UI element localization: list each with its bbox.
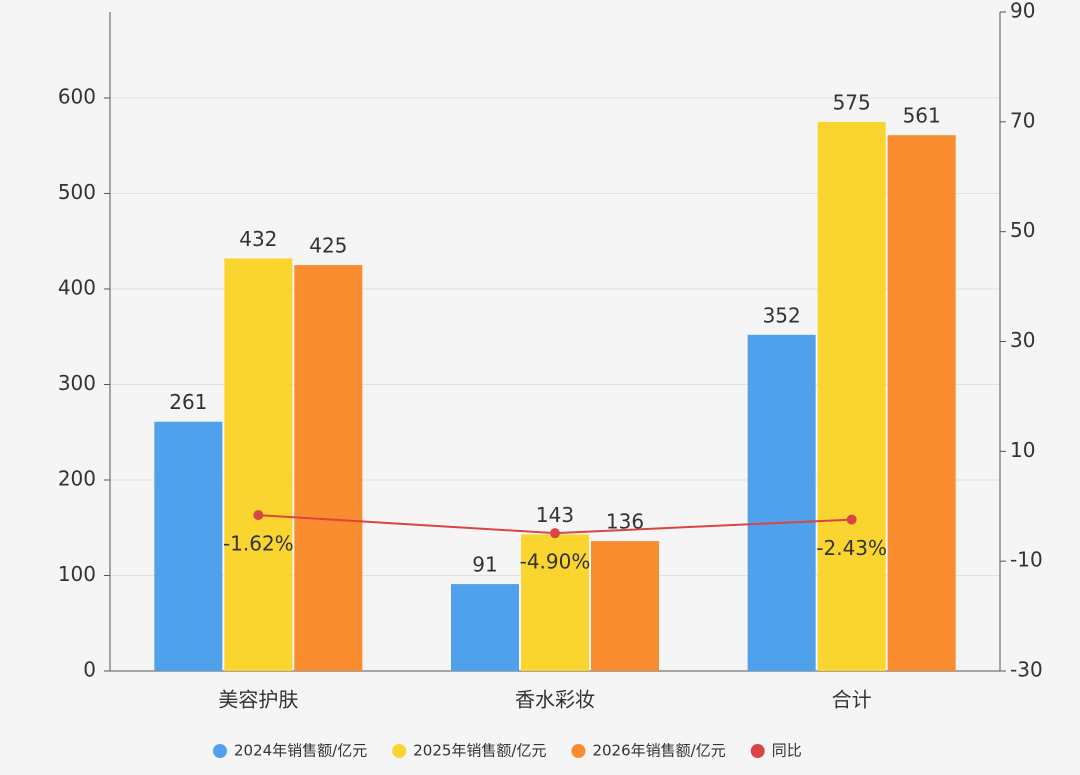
y2-tick-label: 50 <box>1010 218 1035 242</box>
bar <box>591 541 659 671</box>
y-tick-label: 200 <box>58 466 96 490</box>
bar-value-label: 425 <box>309 234 347 258</box>
line-value-label: -4.90% <box>520 550 591 574</box>
y-tick-label: 400 <box>58 275 96 299</box>
y2-tick-label: 70 <box>1010 108 1035 132</box>
y-tick-label: 300 <box>58 371 96 395</box>
y-tick-label: 600 <box>58 84 96 108</box>
line-point <box>253 510 264 521</box>
bar-value-label: 91 <box>472 553 497 577</box>
x-tick-label: 合计 <box>832 688 872 712</box>
bar-value-label: 261 <box>169 390 207 414</box>
bar <box>747 334 816 671</box>
bar <box>154 421 223 671</box>
y2-tick-label: 30 <box>1010 328 1035 352</box>
y2-tick-label: -10 <box>1010 548 1043 572</box>
bar-value-label: 432 <box>239 227 277 251</box>
legend-label: 2025年销售额/亿元 <box>413 742 546 760</box>
y-tick-label: 500 <box>58 180 96 204</box>
bar <box>521 534 589 671</box>
legend-marker <box>571 744 586 758</box>
bar <box>451 584 519 671</box>
bar <box>817 121 886 672</box>
legend-label: 同比 <box>772 742 802 760</box>
legend-marker <box>392 744 407 758</box>
line-value-label: -1.62% <box>223 532 294 556</box>
bar <box>887 135 956 671</box>
line-value-label: -2.43% <box>816 536 887 560</box>
y-tick-label: 100 <box>58 562 96 586</box>
line-point <box>846 514 857 525</box>
legend-label: 2026年销售额/亿元 <box>592 742 725 760</box>
bar <box>294 265 363 671</box>
bar-value-label: 352 <box>763 303 801 327</box>
line-point <box>550 528 560 539</box>
bar <box>224 258 293 671</box>
bar-value-label: 575 <box>833 90 871 114</box>
legend-marker <box>750 744 765 758</box>
y2-tick-label: -30 <box>1010 658 1043 682</box>
y2-tick-label: 10 <box>1010 438 1035 462</box>
x-tick-label: 美容护肤 <box>218 688 298 712</box>
bar-value-label: 143 <box>536 503 574 527</box>
y2-tick-label: 90 <box>1010 0 1035 23</box>
bar-value-label: 561 <box>903 104 941 128</box>
legend-label: 2024年销售额/亿元 <box>234 742 367 760</box>
y-tick-label: 0 <box>83 658 96 682</box>
x-tick-label: 香水彩妆 <box>515 688 595 712</box>
legend-marker <box>213 744 227 758</box>
